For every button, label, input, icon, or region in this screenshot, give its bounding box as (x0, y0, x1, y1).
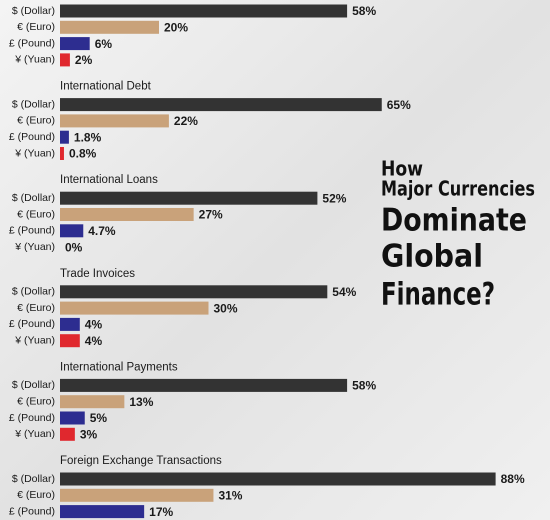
value-label: 22% (174, 114, 198, 128)
heading-line: Global (381, 239, 483, 275)
value-label: 17% (149, 505, 173, 519)
value-label: 31% (218, 488, 242, 502)
category-label: € (Euro) (17, 302, 55, 314)
value-label: 65% (387, 98, 411, 112)
value-label: 4.7% (88, 224, 116, 238)
category-label: € (Euro) (17, 115, 55, 127)
panel-title: Trade Invoices (60, 268, 135, 280)
bar (60, 53, 70, 67)
bar (60, 98, 382, 112)
category-label: $ (Dollar) (12, 473, 55, 485)
value-label: 4% (85, 334, 103, 348)
bar (60, 378, 348, 392)
panel-title: International Payments (60, 361, 178, 373)
value-label: 0% (65, 240, 83, 254)
value-label: 5% (90, 411, 108, 425)
value-label: 4% (85, 318, 103, 332)
value-label: 58% (352, 379, 376, 393)
value-label: 2% (75, 53, 93, 67)
value-label: 58% (352, 4, 376, 18)
bar (60, 130, 69, 144)
category-label: £ (Pound) (9, 131, 55, 143)
category-label: € (Euro) (17, 395, 55, 407)
value-label: 3% (80, 427, 98, 441)
panel-title: International Debt (60, 81, 152, 93)
value-label: 88% (501, 472, 525, 486)
value-label: 52% (322, 191, 346, 205)
bar (60, 301, 209, 315)
category-label: $ (Dollar) (12, 192, 55, 204)
bar (60, 334, 80, 348)
category-label: $ (Dollar) (12, 286, 55, 298)
bar (60, 285, 328, 299)
bar (60, 114, 169, 128)
category-label: £ (Pound) (9, 318, 55, 330)
bar (60, 317, 80, 331)
bar (60, 224, 84, 238)
value-label: 6% (95, 37, 113, 51)
heading-line: Major Currencies (381, 177, 535, 201)
category-label: £ (Pound) (9, 37, 55, 49)
bar (60, 37, 90, 51)
value-label: 30% (214, 301, 238, 315)
category-label: ¥ (Yuan) (14, 334, 55, 346)
heading-line: Finance? (381, 277, 495, 313)
bar (60, 4, 348, 18)
category-label: ¥ (Yuan) (14, 241, 55, 253)
value-label: 27% (199, 208, 223, 222)
bar (60, 147, 64, 160)
panel-title: International Loans (60, 174, 158, 186)
heading-line: Dominate (381, 203, 527, 239)
category-label: $ (Dollar) (12, 98, 55, 110)
category-label: € (Euro) (17, 208, 55, 220)
category-label: ¥ (Yuan) (14, 428, 55, 440)
category-label: $ (Dollar) (12, 379, 55, 391)
bar (60, 20, 159, 34)
value-label: 1.8% (74, 130, 102, 144)
value-label: 13% (129, 395, 153, 409)
bar (60, 505, 145, 519)
bar (60, 395, 125, 409)
category-label: £ (Pound) (9, 505, 55, 517)
category-label: € (Euro) (17, 21, 55, 33)
panel-title: Foreign Exchange Transactions (60, 455, 222, 467)
bar (60, 411, 85, 425)
bar (60, 208, 194, 221)
category-label: ¥ (Yuan) (14, 147, 55, 159)
category-label: € (Euro) (17, 489, 55, 501)
category-label: ¥ (Yuan) (14, 54, 55, 66)
bar (60, 427, 75, 441)
bar (60, 488, 214, 502)
heading-line: How (381, 157, 423, 181)
category-label: £ (Pound) (9, 412, 55, 424)
value-label: 20% (164, 20, 188, 34)
value-label: 54% (332, 285, 356, 299)
category-label: $ (Dollar) (12, 5, 55, 17)
value-label: 0.8% (69, 147, 97, 161)
bar (60, 472, 496, 486)
bar (60, 191, 318, 205)
category-label: £ (Pound) (9, 225, 55, 237)
